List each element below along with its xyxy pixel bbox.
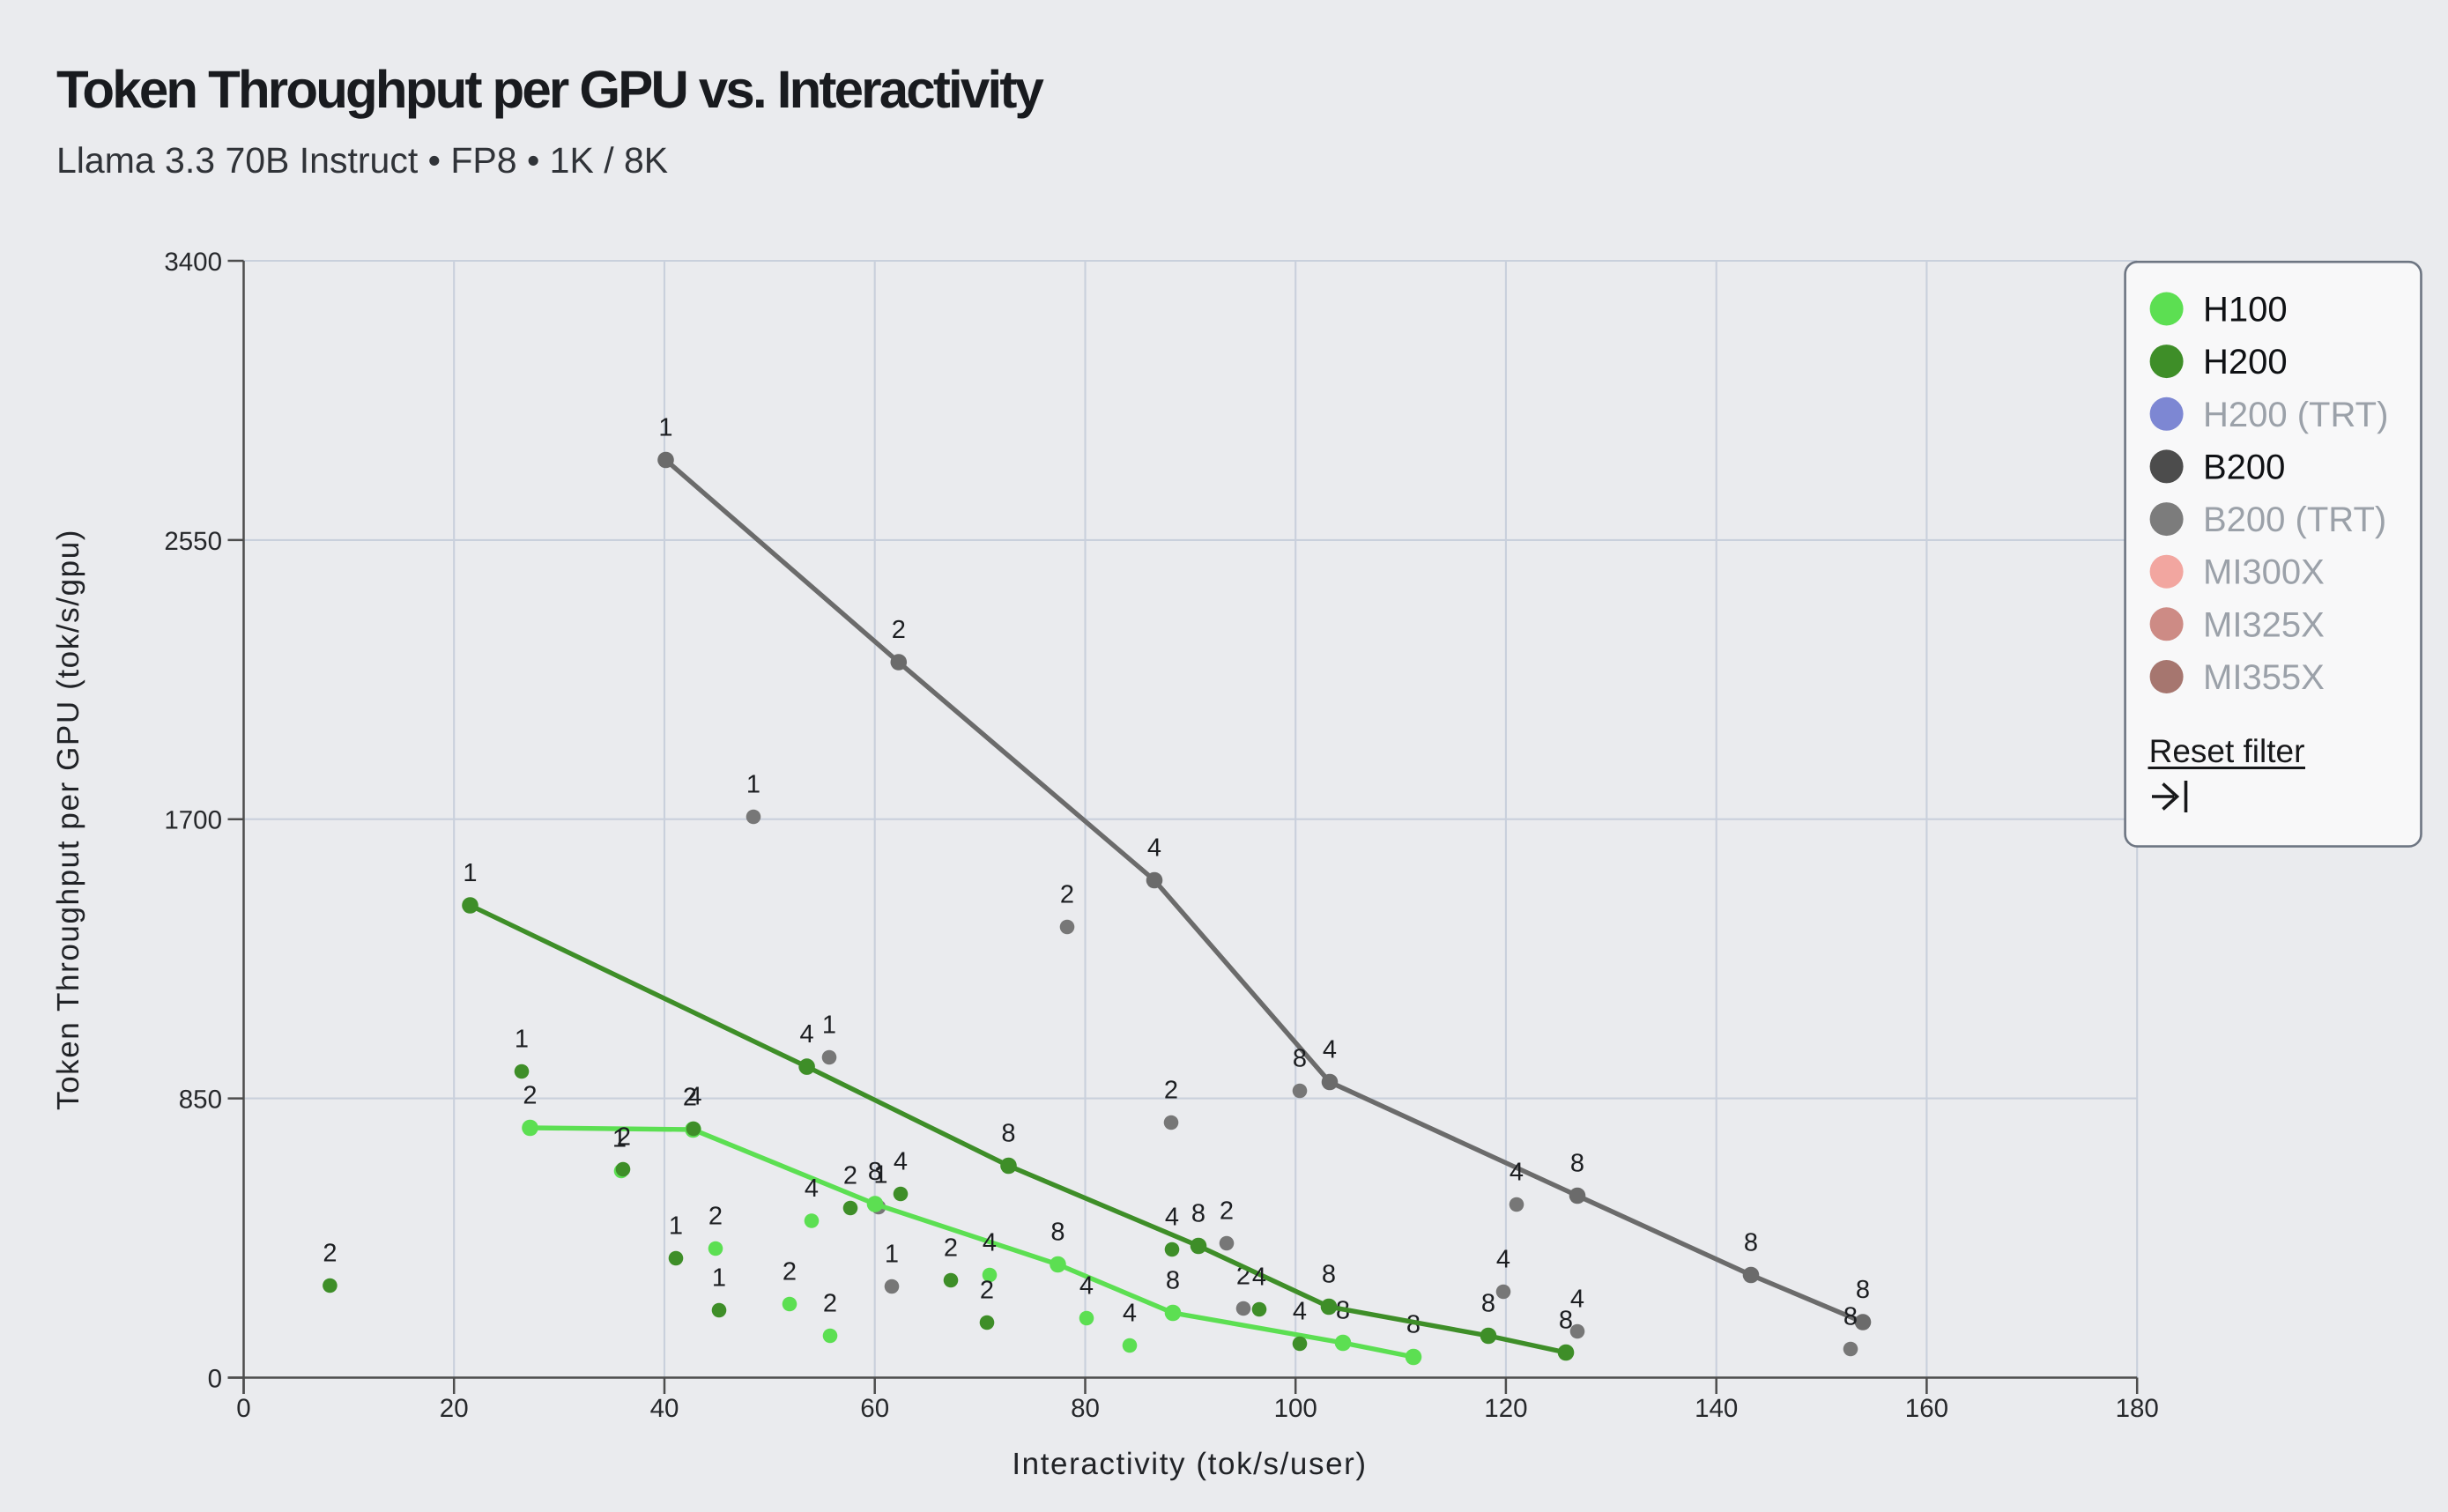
svg-text:2: 2: [1220, 1197, 1234, 1226]
svg-text:8: 8: [1481, 1290, 1495, 1318]
svg-text:1: 1: [885, 1241, 899, 1269]
svg-text:4: 4: [1510, 1159, 1524, 1187]
svg-text:H100: H100: [2203, 291, 2288, 330]
svg-text:4: 4: [1293, 1298, 1307, 1326]
svg-text:2: 2: [683, 1084, 697, 1112]
svg-text:8: 8: [868, 1158, 882, 1186]
svg-text:2: 2: [892, 616, 906, 644]
svg-text:180: 180: [2116, 1394, 2159, 1423]
svg-text:2: 2: [843, 1162, 857, 1190]
svg-text:4: 4: [805, 1175, 819, 1203]
svg-text:1: 1: [873, 1161, 887, 1190]
svg-text:2: 2: [783, 1258, 797, 1286]
svg-text:Llama 3.3 70B Instruct • FP8 •: Llama 3.3 70B Instruct • FP8 • 1K / 8K: [56, 140, 668, 181]
svg-text:0: 0: [208, 1365, 222, 1394]
svg-text:4: 4: [687, 1083, 701, 1111]
svg-text:3400: 3400: [164, 248, 222, 277]
svg-text:H200 (TRT): H200 (TRT): [2203, 396, 2388, 434]
svg-text:4: 4: [1496, 1246, 1510, 1274]
svg-text:1: 1: [822, 1012, 836, 1040]
svg-text:2: 2: [523, 1082, 537, 1110]
svg-text:4: 4: [1123, 1300, 1137, 1328]
svg-text:8: 8: [1744, 1229, 1758, 1257]
svg-text:1: 1: [612, 1125, 627, 1153]
svg-text:1: 1: [669, 1212, 683, 1241]
svg-text:8: 8: [1559, 1307, 1573, 1335]
svg-text:4: 4: [894, 1148, 908, 1176]
svg-text:2: 2: [980, 1277, 994, 1305]
svg-text:160: 160: [1905, 1394, 1948, 1423]
svg-text:4: 4: [1252, 1264, 1266, 1292]
svg-text:2: 2: [823, 1290, 837, 1318]
svg-text:2550: 2550: [164, 527, 222, 556]
svg-text:4: 4: [1323, 1036, 1337, 1064]
svg-text:Token Throughput per GPU (tok/: Token Throughput per GPU (tok/s/gpu): [51, 529, 85, 1110]
svg-text:4: 4: [1079, 1272, 1094, 1301]
svg-text:8: 8: [1191, 1200, 1205, 1228]
svg-text:140: 140: [1695, 1394, 1738, 1423]
svg-text:100: 100: [1274, 1394, 1317, 1423]
svg-text:Token Throughput per GPU vs. I: Token Throughput per GPU vs. Interactivi…: [56, 60, 1045, 119]
svg-text:2: 2: [1060, 881, 1074, 909]
svg-text:1: 1: [515, 1026, 529, 1054]
svg-text:1: 1: [658, 414, 672, 442]
svg-text:80: 80: [1071, 1394, 1100, 1423]
svg-text:2: 2: [323, 1240, 337, 1268]
svg-text:Reset filter: Reset filter: [2149, 733, 2305, 769]
svg-text:8: 8: [1406, 1311, 1421, 1339]
svg-text:120: 120: [1484, 1394, 1527, 1423]
svg-text:MI355X: MI355X: [2203, 658, 2325, 697]
svg-text:8: 8: [1843, 1303, 1858, 1331]
svg-text:8: 8: [1166, 1267, 1180, 1295]
svg-text:8: 8: [1050, 1219, 1065, 1247]
svg-text:4: 4: [1570, 1286, 1584, 1314]
svg-text:1: 1: [746, 771, 760, 799]
svg-text:4: 4: [1147, 834, 1161, 863]
svg-text:8: 8: [1856, 1276, 1870, 1304]
svg-text:2: 2: [944, 1234, 958, 1263]
svg-text:2: 2: [708, 1203, 723, 1231]
svg-text:8: 8: [1001, 1120, 1015, 1148]
svg-text:Interactivity (tok/s/user): Interactivity (tok/s/user): [1012, 1447, 1367, 1481]
svg-text:4: 4: [1165, 1204, 1179, 1232]
svg-text:MI300X: MI300X: [2203, 553, 2325, 592]
svg-text:1: 1: [712, 1264, 726, 1293]
svg-text:4: 4: [983, 1229, 997, 1257]
svg-text:60: 60: [860, 1394, 889, 1423]
svg-text:B200 (TRT): B200 (TRT): [2203, 500, 2386, 539]
svg-text:1700: 1700: [164, 806, 222, 835]
svg-text:B200: B200: [2203, 448, 2285, 486]
svg-text:MI325X: MI325X: [2203, 605, 2325, 644]
svg-text:850: 850: [179, 1086, 222, 1115]
svg-text:8: 8: [1322, 1261, 1336, 1289]
svg-text:0: 0: [236, 1394, 250, 1423]
svg-text:4: 4: [800, 1020, 814, 1049]
svg-text:2: 2: [1164, 1077, 1178, 1105]
svg-text:40: 40: [650, 1394, 679, 1423]
svg-text:8: 8: [1570, 1150, 1584, 1178]
svg-text:1: 1: [463, 859, 477, 887]
svg-text:20: 20: [440, 1394, 469, 1423]
svg-text:2: 2: [617, 1123, 631, 1152]
svg-text:8: 8: [1293, 1045, 1307, 1073]
svg-text:H200: H200: [2203, 343, 2288, 382]
